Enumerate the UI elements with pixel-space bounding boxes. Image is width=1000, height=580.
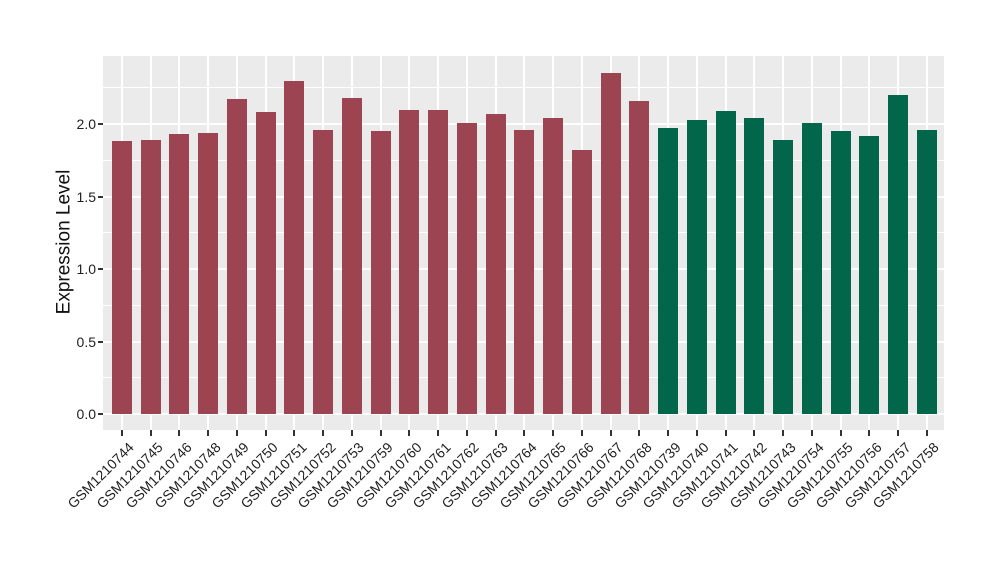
x-axis-tick-mark — [839, 430, 842, 436]
y-axis-tick-mark — [98, 268, 103, 270]
bar-GSM1210739 — [658, 128, 679, 414]
bar-GSM1210742 — [744, 118, 765, 414]
chart-panel — [103, 56, 944, 430]
bar-GSM1210752 — [313, 129, 334, 414]
x-axis-tick-mark — [207, 430, 210, 436]
x-axis-tick-mark — [494, 430, 497, 436]
y-axis-tick-label: 0.0 — [76, 406, 96, 422]
bar-GSM1210745 — [140, 139, 161, 414]
bar-GSM1210756 — [859, 135, 880, 414]
bar-GSM1210767 — [600, 73, 621, 414]
x-axis-tick-mark — [868, 430, 871, 436]
bar-GSM1210744 — [111, 141, 132, 414]
bar-GSM1210755 — [830, 131, 851, 414]
x-axis-tick-mark — [523, 430, 526, 436]
bar-GSM1210746 — [169, 134, 190, 414]
x-axis-tick-mark — [667, 430, 670, 436]
x-axis-tick-mark — [149, 430, 152, 436]
y-axis-tick-label: 1.0 — [76, 261, 96, 277]
x-axis-tick-mark — [120, 430, 123, 436]
x-axis-tick-mark — [638, 430, 641, 436]
x-axis-tick-mark — [235, 430, 238, 436]
x-axis-tick-mark — [552, 430, 555, 436]
x-axis-tick-mark — [925, 430, 928, 436]
x-axis-tick-mark — [782, 430, 785, 436]
x-axis-tick-mark — [810, 430, 813, 436]
bar-GSM1210758 — [916, 129, 937, 414]
bar-GSM1210766 — [571, 150, 592, 414]
bar-GSM1210753 — [341, 97, 362, 414]
bar-GSM1210761 — [428, 109, 449, 414]
bar-GSM1210754 — [801, 122, 822, 414]
x-axis-tick-mark — [350, 430, 353, 436]
bar-GSM1210749 — [226, 99, 247, 414]
bar-GSM1210765 — [543, 118, 564, 414]
x-axis-tick-mark — [264, 430, 267, 436]
x-axis-tick-mark — [609, 430, 612, 436]
x-axis-tick-mark — [465, 430, 468, 436]
bar-GSM1210743 — [773, 139, 794, 414]
x-axis-tick-mark — [379, 430, 382, 436]
y-axis-tick-mark — [98, 413, 103, 415]
bar-GSM1210760 — [399, 109, 420, 414]
y-axis-tick-label: 0.5 — [76, 333, 96, 350]
bar-GSM1210757 — [888, 95, 909, 414]
y-axis-tick-mark — [98, 340, 103, 343]
y-axis-tick-mark — [98, 195, 103, 198]
x-axis-tick-mark — [753, 430, 756, 436]
y-axis-tick-label: 2.0 — [76, 116, 96, 132]
bar-GSM1210751 — [284, 80, 305, 414]
x-axis-tick-mark — [580, 430, 583, 436]
x-axis-tick-mark — [408, 430, 411, 436]
x-axis-tick-mark — [178, 430, 181, 436]
bar-GSM1210764 — [514, 129, 535, 414]
y-axis-tick-mark — [98, 123, 103, 125]
bar-GSM1210748 — [198, 132, 219, 414]
bar-GSM1210762 — [456, 122, 477, 414]
bar-GSM1210741 — [715, 110, 736, 414]
x-axis-tick-mark — [437, 430, 440, 436]
bar-GSM1210763 — [485, 113, 506, 414]
x-axis-tick-mark — [897, 430, 900, 436]
bar-GSM1210740 — [686, 119, 707, 414]
x-axis-tick-mark — [724, 430, 727, 436]
bar-GSM1210768 — [629, 100, 650, 414]
x-axis-tick-mark — [322, 430, 325, 436]
x-axis-tick-mark — [293, 430, 296, 436]
y-axis-tick-label: 1.5 — [76, 188, 96, 205]
bar-GSM1210759 — [370, 131, 391, 414]
bar-GSM1210750 — [255, 112, 276, 414]
x-axis-tick-mark — [695, 430, 698, 436]
